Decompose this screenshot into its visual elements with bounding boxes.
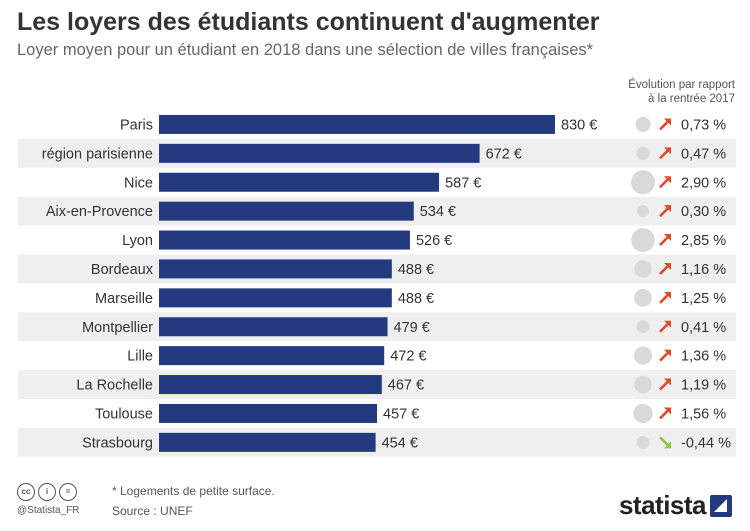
evolution-label: 1,36 % — [681, 349, 726, 365]
arrow-up-icon — [659, 234, 671, 246]
value-label: 479 € — [394, 320, 430, 336]
bar — [159, 143, 480, 163]
evolution-label: 0,30 % — [681, 204, 726, 220]
category-label: Toulouse — [95, 406, 153, 422]
bar — [159, 288, 392, 308]
evolution-label: 1,16 % — [681, 262, 726, 278]
by-icon: i — [38, 483, 56, 501]
evolution-label: 2,90 % — [681, 175, 726, 191]
value-label: 672 € — [486, 146, 522, 162]
bar — [159, 172, 440, 192]
evolution-label: -0,44 % — [681, 435, 731, 451]
bar — [159, 114, 555, 134]
bar — [159, 403, 378, 423]
category-label: Strasbourg — [82, 435, 153, 451]
arrow-up-icon — [659, 205, 671, 218]
statista-logo[interactable]: statista — [619, 490, 732, 521]
evolution-bubble — [633, 403, 653, 424]
value-label: 457 € — [383, 406, 419, 422]
evolution-label: 0,73 % — [681, 117, 726, 133]
bar — [159, 317, 388, 337]
brand-name: statista — [618, 490, 707, 520]
arrow-up-icon — [659, 118, 671, 131]
evolution-label: 1,19 % — [681, 378, 726, 394]
category-label: Marseille — [95, 291, 153, 307]
bar — [159, 346, 385, 366]
value-label: 534 € — [420, 204, 456, 220]
value-label: 587 € — [445, 175, 481, 191]
arrow-down-icon — [659, 436, 671, 449]
category-label: Aix-en-Provence — [46, 204, 153, 220]
evolution-column-header: Évolution par rapport à la rentrée 2017 — [565, 78, 735, 106]
evolution-bubble — [635, 116, 651, 132]
arrow-up-icon — [659, 147, 671, 160]
value-label: 472 € — [390, 349, 426, 365]
category-label: Nice — [124, 175, 153, 191]
footnote: * Logements de petite surface. — [112, 484, 275, 498]
evolution-bubble — [636, 435, 650, 449]
bar — [159, 432, 376, 452]
value-label: 830 € — [561, 117, 597, 133]
evolution-bubble — [636, 146, 650, 160]
bar — [159, 230, 410, 250]
evolution-bubble — [631, 170, 655, 195]
evolution-label: 2,85 % — [681, 233, 726, 249]
category-label: Paris — [120, 117, 153, 133]
row-stripe — [18, 427, 736, 457]
bar — [159, 375, 382, 395]
evolution-label: 0,41 % — [681, 320, 726, 336]
value-label: 454 € — [382, 435, 418, 451]
arrow-up-icon — [659, 176, 671, 189]
chart-subtitle: Loyer moyen pour un étudiant en 2018 dan… — [17, 41, 594, 59]
bar — [159, 259, 392, 279]
chart-title: Les loyers des étudiants continuent d'au… — [17, 8, 600, 36]
arrow-up-icon — [659, 291, 671, 304]
bar — [159, 201, 414, 221]
nd-icon: = — [59, 483, 77, 501]
category-label: Montpellier — [82, 320, 153, 336]
evolution-bubble — [637, 205, 649, 218]
evolution-bubble — [634, 260, 652, 278]
arrow-up-icon — [659, 320, 671, 333]
category-label: Bordeaux — [91, 262, 154, 278]
evolution-bubble — [633, 346, 653, 365]
evolution-label: 0,47 % — [681, 146, 726, 162]
cc-icon: cc — [17, 483, 35, 501]
statista-logo-icon — [710, 494, 732, 517]
category-label: Lille — [127, 349, 153, 365]
value-label: 526 € — [416, 233, 452, 249]
arrow-up-icon — [659, 349, 671, 362]
evolution-header-line-2: à la rentrée 2017 — [648, 93, 735, 105]
category-label: La Rochelle — [76, 378, 153, 394]
evolution-header-line-1: Évolution par rapport — [628, 79, 735, 91]
category-label: Lyon — [122, 233, 153, 249]
arrow-up-icon — [659, 378, 671, 391]
category-label: région parisienne — [42, 146, 153, 162]
social-handle[interactable]: @Statista_FR — [17, 505, 80, 517]
arrow-up-icon — [659, 262, 671, 275]
license-block: cc i = @Statista_FR — [17, 483, 80, 516]
evolution-label: 1,56 % — [681, 406, 726, 422]
evolution-bubble — [634, 288, 652, 307]
value-label: 488 € — [398, 262, 434, 278]
evolution-bubble — [634, 375, 652, 394]
source-note: Source : UNEF — [112, 504, 193, 518]
evolution-label: 1,25 % — [681, 291, 726, 307]
value-label: 467 € — [388, 378, 424, 394]
value-label: 488 € — [398, 291, 434, 307]
evolution-bubble — [631, 228, 655, 252]
evolution-bubble — [636, 320, 650, 334]
arrow-up-icon — [659, 407, 671, 420]
